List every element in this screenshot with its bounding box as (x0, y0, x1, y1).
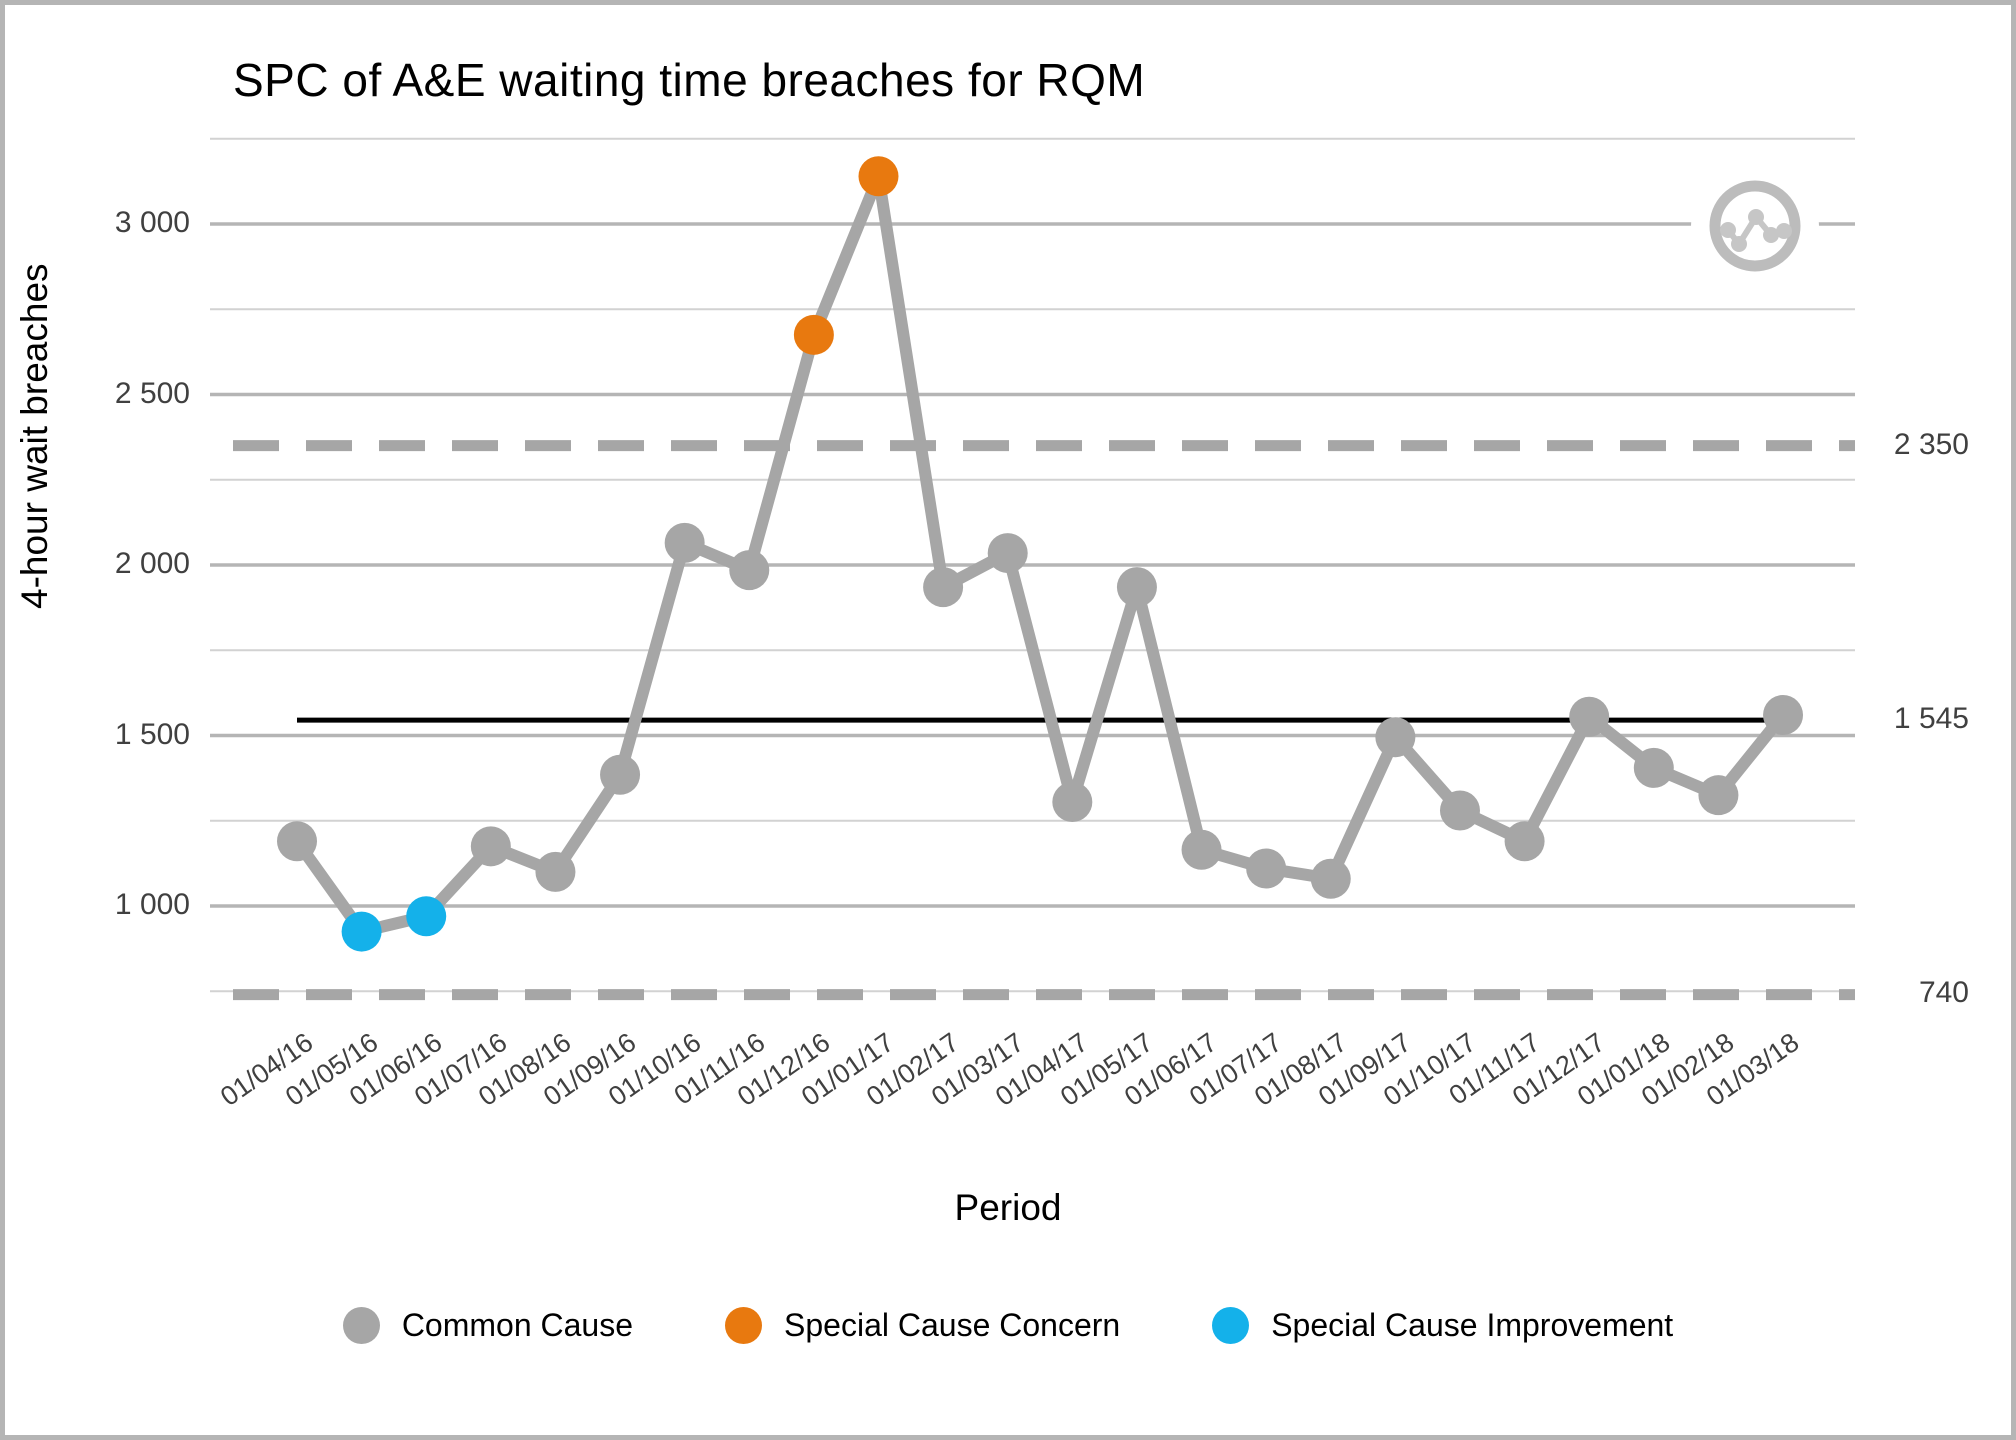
legend-item-special-cause-concern: Special Cause Concern (725, 1307, 1120, 1344)
legend-label-special-cause-concern: Special Cause Concern (784, 1307, 1121, 1343)
legend-item-common-cause: Common Cause (342, 1307, 634, 1344)
spc-icon-dot-4 (1776, 223, 1792, 239)
data-point-01-04-17-common (1052, 781, 1093, 822)
data-point-01-08-16-common (535, 851, 576, 892)
data-point-01-05-16-improvement (341, 911, 382, 952)
spc-line-chart-icon (1709, 180, 1801, 272)
data-point-01-09-17-common (1375, 717, 1416, 758)
spc-icon-dot-3 (1763, 227, 1779, 243)
data-point-01-10-17-common (1439, 790, 1480, 831)
y-tick-2500: 2 500 (114, 376, 190, 410)
y-tick-3000: 3 000 (114, 206, 190, 239)
y-tick-1500: 1 500 (114, 717, 190, 751)
data-point-01-02-18-common (1698, 775, 1739, 816)
lcl-label: 740 (1918, 976, 1969, 1009)
common-cause-dot-icon (342, 1307, 380, 1344)
data-point-01-09-16-common (600, 754, 641, 795)
data-point-01-11-17-common (1504, 821, 1545, 862)
mean-label: 1 545 (1893, 702, 1969, 735)
data-point-01-12-16-concern (793, 314, 834, 355)
data-point-01-11-16-common (729, 550, 770, 591)
data-point-01-01-17-concern (858, 156, 899, 197)
data-point-01-01-18-common (1633, 747, 1674, 788)
legend: Common Cause Special Cause Concern Speci… (5, 1307, 2011, 1344)
data-point-01-06-16-improvement (406, 896, 447, 937)
data-line (292, 170, 1788, 938)
legend-label-common-cause: Common Cause (401, 1307, 634, 1343)
ucl-label: 2 350 (1893, 428, 1969, 461)
chart-title: SPC of A&E waiting time breaches for RQM (233, 54, 1146, 106)
data-point-01-08-17-common (1310, 858, 1351, 899)
data-point-01-02-17-common (923, 567, 964, 608)
spc-icon-dot-2 (1748, 209, 1764, 225)
spc-chart-canvas (210, 137, 1855, 1001)
special-cause-concern-dot-icon (725, 1307, 763, 1344)
data-point-01-03-18-common (1763, 695, 1804, 736)
data-point-01-10-16-common (664, 522, 705, 563)
legend-label-special-cause-improvement: Special Cause Improvement (1271, 1307, 1674, 1343)
data-point-01-06-17-common (1181, 829, 1222, 870)
y-tick-1000: 1 000 (114, 888, 190, 921)
x-axis-title: Period (954, 1187, 1062, 1228)
data-point-01-12-17-common (1569, 696, 1610, 737)
spc-icon-dot-1 (1731, 236, 1747, 252)
y-tick-2000: 2 000 (114, 547, 190, 580)
special-cause-improvement-dot-icon (1212, 1307, 1250, 1344)
data-point-01-05-17-common (1116, 567, 1157, 608)
spc-icon-dot-0 (1720, 222, 1736, 238)
data-point-01-03-17-common (987, 533, 1028, 574)
legend-item-special-cause-improvement: Special Cause Improvement (1212, 1307, 1673, 1344)
data-point-01-07-16-common (470, 826, 511, 867)
data-point-01-07-17-common (1246, 848, 1287, 889)
data-point-01-04-16-common (277, 821, 317, 862)
